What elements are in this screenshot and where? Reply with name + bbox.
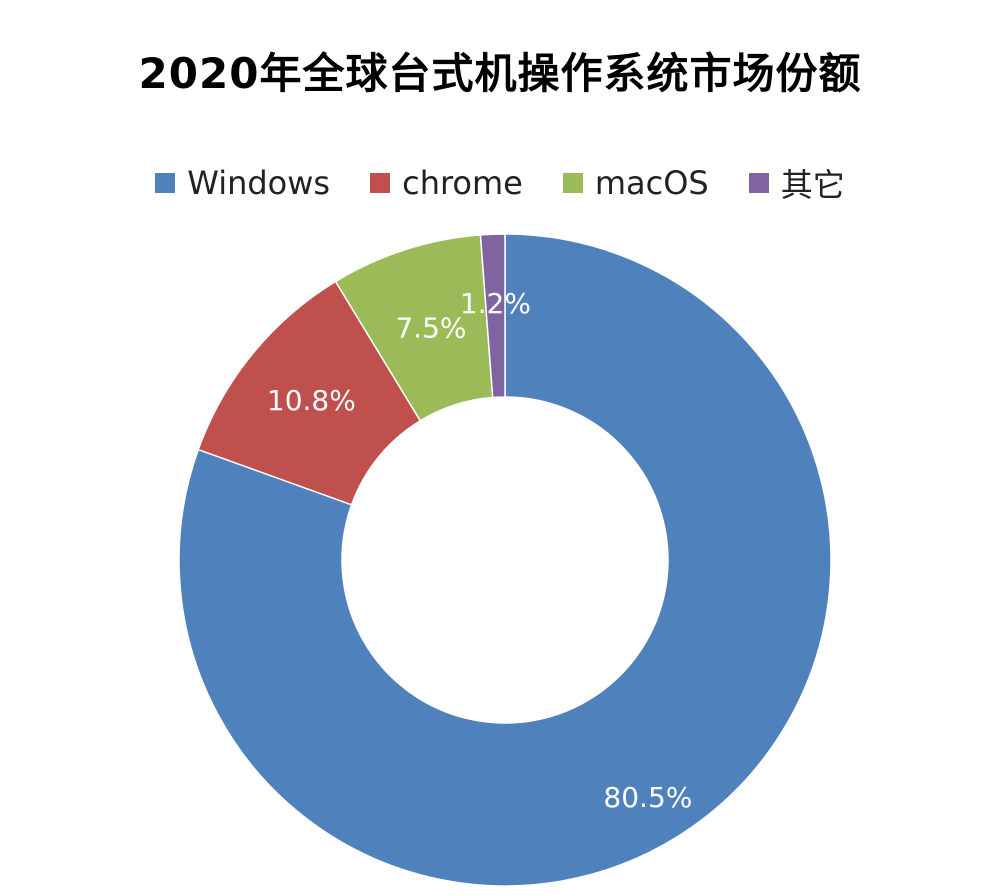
slice-windows [178, 233, 832, 887]
data-label-chrome: 10.8% [267, 384, 356, 417]
data-label-windows: 80.5% [603, 781, 692, 814]
chart-title: 2020年全球台式机操作系统市场份额 [138, 49, 862, 98]
legend-item-chrome: chrome [370, 160, 523, 206]
data-label-macos: 7.5% [395, 312, 466, 345]
slice-other [479, 233, 506, 399]
legend-swatch-macos [562, 173, 583, 193]
legend-label-chrome: chrome [402, 164, 523, 202]
legend-label-windows: Windows [187, 164, 331, 202]
legend-swatch-other [748, 173, 769, 193]
legend-item-macos: macOS [562, 160, 709, 206]
legend-item-windows: Windows [155, 160, 330, 206]
legend-label-macos: macOS [594, 164, 709, 202]
legend-swatch-chrome [370, 173, 391, 193]
data-label-other: 1.2% [460, 287, 531, 320]
legend-label-other: 其它 [780, 166, 845, 204]
legend-item-other: 其它 [748, 160, 845, 206]
chart-legend: Windows chrome macOS 其它 [0, 160, 1000, 206]
legend-swatch-windows [155, 173, 176, 193]
